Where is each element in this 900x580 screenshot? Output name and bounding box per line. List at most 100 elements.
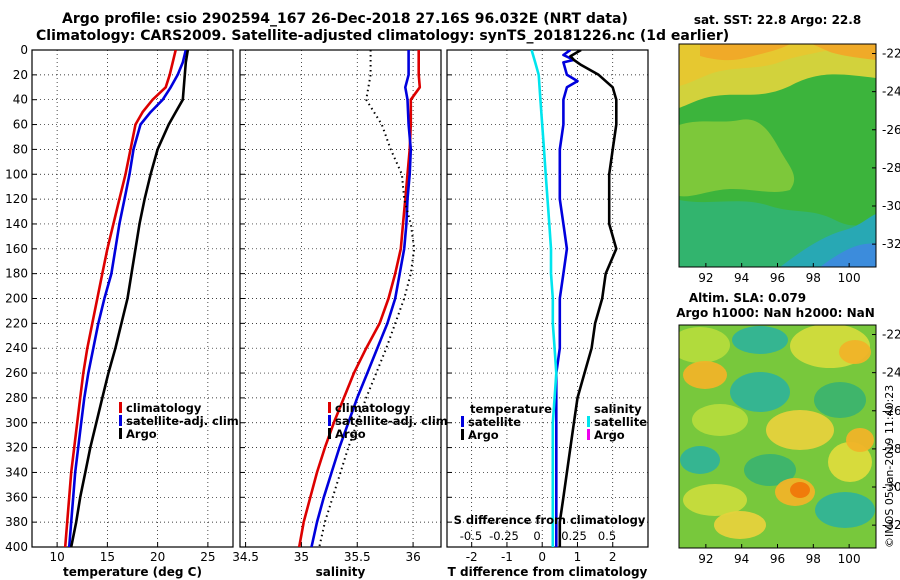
sst-map-title: sat. SST: 22.8 Argo: 22.8 xyxy=(694,13,861,27)
sst-field xyxy=(679,44,876,267)
y-tick-label: 0 xyxy=(20,43,28,57)
map-y-tick-label: -26 xyxy=(882,404,900,418)
series-line-temperature-argo xyxy=(558,50,618,547)
depth-axis: 0 20 40 60 80 100 120 140 160 180 200 220 240 260 280 3… xyxy=(5,43,28,554)
x-tick-label: 36 xyxy=(405,550,420,564)
profile-panel-2: -2 -1 0 1 2T difference from climatology temp… xyxy=(446,49,649,579)
legend-label: satellite-adj. clim. xyxy=(335,414,452,428)
s-diff-tick-label: -0.5 xyxy=(460,529,482,543)
sla-map-title-2: Argo h1000: NaN h2000: NaN xyxy=(676,306,875,320)
legend-swatch xyxy=(328,402,331,413)
legend-swatch xyxy=(119,402,122,413)
map-x-tick-label: 92 xyxy=(698,552,713,566)
legend-swatch xyxy=(328,428,331,439)
legend-swatch xyxy=(461,429,464,440)
map-y-tick-label: -22 xyxy=(882,328,900,342)
legend-label: satellite xyxy=(468,415,521,429)
y-tick-label: 380 xyxy=(5,515,28,529)
s-diff-tick-label: 0.5 xyxy=(598,529,616,543)
map-x-tick-label: 96 xyxy=(770,271,785,285)
profile-panels: 0204060801001201401601802002202402602803… xyxy=(5,43,649,579)
s-diff-tick-label: 0.25 xyxy=(561,529,587,543)
x-tick-label: 1 xyxy=(574,550,582,564)
y-tick-label: 200 xyxy=(5,292,28,306)
sla-map-title-1: Altim. SLA: 0.079 xyxy=(689,291,806,305)
y-tick-label: 180 xyxy=(5,267,28,281)
map-y-tick-label: -30 xyxy=(882,199,900,213)
map-y-tick-label: -28 xyxy=(882,442,900,456)
y-tick-label: 100 xyxy=(5,167,28,181)
legend-swatch xyxy=(461,416,464,427)
legend-label: climatology xyxy=(126,401,202,415)
series-line-temperature-satellite xyxy=(554,50,579,547)
x-tick-label: 2 xyxy=(609,550,617,564)
series-group xyxy=(63,50,190,547)
series-group xyxy=(530,50,618,547)
legend-swatch xyxy=(587,416,590,427)
y-tick-label: 360 xyxy=(5,490,28,504)
series-line-climatology xyxy=(297,50,422,547)
map-y-tick-label: -26 xyxy=(882,123,900,137)
legend-label: satellite xyxy=(594,415,647,429)
x-tick-label: 34.5 xyxy=(232,550,259,564)
map-y-tick-label: -28 xyxy=(882,161,900,175)
y-tick-label: 40 xyxy=(13,93,28,107)
x-tick-label: -1 xyxy=(501,550,513,564)
y-tick-label: 220 xyxy=(5,316,28,330)
x-tick-label: 15 xyxy=(100,550,115,564)
map-x-tick-label: 100 xyxy=(838,552,861,566)
x-tick-label: -2 xyxy=(466,550,478,564)
legend-swatch xyxy=(119,415,122,426)
legend-label: Argo xyxy=(335,427,366,441)
y-tick-label: 20 xyxy=(13,68,28,82)
credit-stamp: ©IMOS 05-Jan-2019 11:40:23 xyxy=(883,385,896,548)
series-line-satellite-adj-clim- xyxy=(67,50,188,547)
y-tick-label: 340 xyxy=(5,465,28,479)
map-y-tick-label: -24 xyxy=(882,85,900,99)
map-y-tick-label: -32 xyxy=(882,518,900,532)
map-x-tick-label: 94 xyxy=(734,552,749,566)
legend-label: Argo xyxy=(126,427,157,441)
legend-label: Argo xyxy=(468,428,499,442)
legend-title-temperature: temperature xyxy=(470,402,552,416)
x-tick-label: 0 xyxy=(538,550,546,564)
y-tick-label: 260 xyxy=(5,366,28,380)
y-tick-label: 60 xyxy=(13,118,28,132)
x-axis-label: temperature (deg C) xyxy=(63,565,202,579)
map-y-tick-label: -30 xyxy=(882,480,900,494)
map-x-tick-label: 92 xyxy=(698,271,713,285)
y-tick-label: 80 xyxy=(13,142,28,156)
x-tick-label: 35.5 xyxy=(344,550,371,564)
legend-label: Argo xyxy=(594,428,625,442)
s-diff-tick-label: 0 xyxy=(533,529,540,543)
sla-field xyxy=(679,325,876,548)
map-x-tick-label: 100 xyxy=(838,271,861,285)
map-x-tick-label: 96 xyxy=(770,552,785,566)
y-tick-label: 280 xyxy=(5,391,28,405)
x-axis-label: T difference from climatology xyxy=(448,565,648,579)
profile-panel-1: 34.5 35 35.5 36 salinity climatologysatellite… xyxy=(232,49,452,579)
map-y-tick-label: -24 xyxy=(882,366,900,380)
x-tick-label: 25 xyxy=(200,550,215,564)
sst-map: sat. SST: 22.8 Argo: 22.8 92 94 96 98 100 -22 -… xyxy=(678,13,900,285)
y-tick-label: 240 xyxy=(5,341,28,355)
y-tick-label: 400 xyxy=(5,540,28,554)
y-tick-label: 120 xyxy=(5,192,28,206)
map-x-tick-label: 94 xyxy=(734,271,749,285)
legend-label: satellite-adj. clim. xyxy=(126,414,243,428)
title-line-2: Climatology: CARS2009. Satellite-adjuste… xyxy=(36,28,730,44)
series-line-climatology xyxy=(63,50,177,547)
legend-swatch xyxy=(328,415,331,426)
map-y-tick-label: -22 xyxy=(882,47,900,61)
series-line-satellite-adj-clim- xyxy=(310,50,413,547)
legend-swatch xyxy=(119,428,122,439)
series-group xyxy=(297,50,422,547)
series-line-argo xyxy=(69,50,190,547)
x-axis-label: salinity xyxy=(316,565,366,579)
title-line-1: Argo profile: csio 2902594_167 26-Dec-20… xyxy=(62,11,628,27)
y-tick-label: 300 xyxy=(5,416,28,430)
map-y-tick-label: -32 xyxy=(882,237,900,251)
